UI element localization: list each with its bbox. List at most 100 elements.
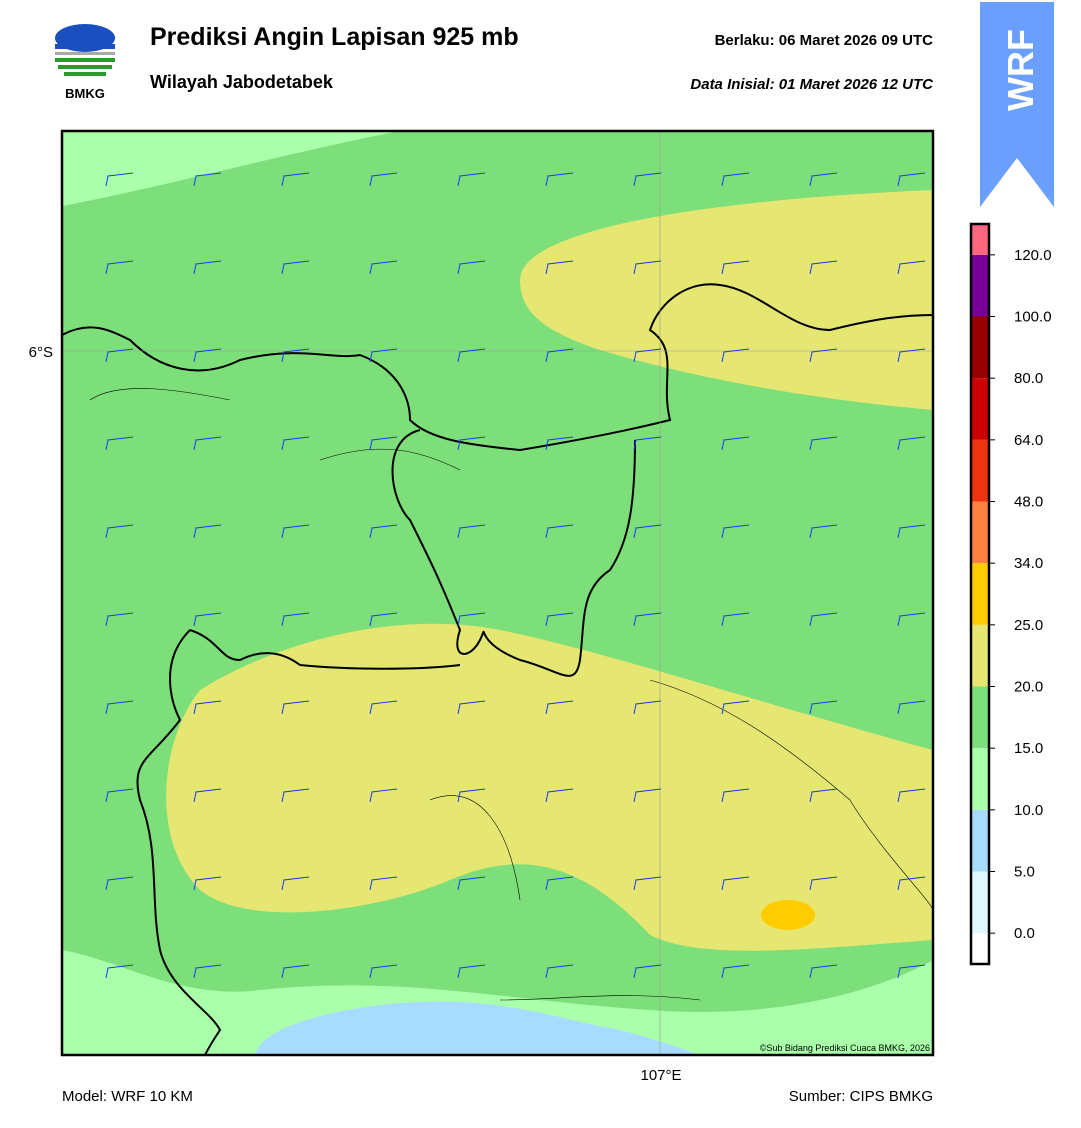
- colorbar-label: 20.0: [1014, 679, 1043, 696]
- wind-barb: [281, 348, 310, 363]
- wind-barb: [809, 700, 838, 715]
- model-label: Model: WRF 10 KM: [62, 1088, 193, 1105]
- wind-barb: [721, 788, 750, 803]
- wind-barb: [545, 524, 574, 539]
- wind-barb: [897, 964, 926, 979]
- wind-barb: [105, 700, 134, 715]
- colorbar-swatch: [971, 501, 989, 564]
- wind-barb: [369, 876, 398, 891]
- wind-barb: [545, 964, 574, 979]
- wind-barb: [897, 172, 926, 187]
- valid-time: Berlaku: 06 Maret 2026 09 UTC: [715, 32, 934, 49]
- wrf-text: WRF: [1000, 29, 1041, 111]
- wind-barb: [545, 436, 574, 451]
- wind-barb: [281, 612, 310, 627]
- wind-barb: [105, 172, 134, 187]
- wind-barb: [897, 788, 926, 803]
- wind-barb: [897, 260, 926, 275]
- wind-barb: [809, 876, 838, 891]
- wind-barb: [369, 788, 398, 803]
- wind-barb: [809, 172, 838, 187]
- wind-barb: [545, 172, 574, 187]
- wind-barb: [721, 172, 750, 187]
- wind-barb: [369, 964, 398, 979]
- wind-barb: [105, 348, 134, 363]
- colorbar-label: 0.0: [1014, 925, 1035, 942]
- wind-barb: [193, 172, 222, 187]
- wind-barb: [721, 260, 750, 275]
- wind-barb: [193, 964, 222, 979]
- wind-barb: [545, 788, 574, 803]
- wind-barb: [369, 348, 398, 363]
- colorbar-label: 5.0: [1014, 864, 1035, 881]
- wind-barb: [457, 700, 486, 715]
- colorbar-swatch: [971, 563, 989, 625]
- wind-barb: [105, 260, 134, 275]
- wind-barb: [369, 700, 398, 715]
- colorbar: 0.0 5.0 10.0 15.0 20.0 25.0 34.0 48.0 64.0 80.0 10…: [969, 222, 1052, 966]
- wind-barb: [193, 700, 222, 715]
- wind-barb: [193, 612, 222, 627]
- colorbar-label: 34.0: [1014, 555, 1043, 572]
- wind-barb: [369, 172, 398, 187]
- wind-barb: [193, 436, 222, 451]
- wind-barb: [105, 964, 134, 979]
- wind-barb: [545, 348, 574, 363]
- wind-barb: [281, 700, 310, 715]
- colorbar-label: 25.0: [1014, 617, 1043, 634]
- wind-barb: [281, 964, 310, 979]
- source-label: Sumber: CIPS BMKG: [789, 1088, 933, 1105]
- wind-barb: [281, 788, 310, 803]
- wind-barb: [897, 436, 926, 451]
- wind-barb: [809, 788, 838, 803]
- wind-barb: [105, 436, 134, 451]
- wind-barb: [809, 524, 838, 539]
- colorbar-swatch: [971, 871, 989, 934]
- wind-barb: [545, 260, 574, 275]
- wind-barb: [721, 612, 750, 627]
- init-time: Data Inisial: 01 Maret 2026 12 UTC: [690, 76, 934, 93]
- wrf-badge: [980, 2, 1054, 207]
- colorbar-label: 64.0: [1014, 432, 1043, 449]
- wind-barb: [633, 700, 662, 715]
- colorbar-label: 80.0: [1014, 370, 1043, 387]
- logo: BMKG: [55, 24, 115, 101]
- wind-barb: [897, 876, 926, 891]
- wind-barb: [457, 964, 486, 979]
- wind-barb: [633, 260, 662, 275]
- wind-barb: [897, 524, 926, 539]
- wind-barb: [369, 436, 398, 451]
- colorbar-swatch: [971, 439, 989, 502]
- wind-barb: [721, 524, 750, 539]
- wind-barb: [105, 876, 134, 891]
- wind-barb: [457, 260, 486, 275]
- wind-barb: [105, 524, 134, 539]
- wind-barb: [457, 348, 486, 363]
- wind-barb: [281, 436, 310, 451]
- colorbar-label: 10.0: [1014, 802, 1043, 819]
- wind-barb: [633, 348, 662, 363]
- wind-barb: [369, 612, 398, 627]
- wind-barb: [809, 436, 838, 451]
- wind-barb: [545, 700, 574, 715]
- wind-barb: [545, 876, 574, 891]
- wind-barb: [633, 172, 662, 187]
- wind-barb: [457, 172, 486, 187]
- wind-barb: [457, 612, 486, 627]
- wind-barb: [633, 876, 662, 891]
- wind-barb: [105, 788, 134, 803]
- wind-barb: [809, 612, 838, 627]
- wind-barb: [633, 788, 662, 803]
- wind-barb: [721, 348, 750, 363]
- colorbar-swatch: [971, 748, 989, 810]
- wind-barb: [633, 524, 662, 539]
- wind-barb: [105, 612, 134, 627]
- wind-barb: [281, 524, 310, 539]
- logo-text: BMKG: [65, 86, 105, 101]
- colorbar-label: 100.0: [1014, 309, 1052, 326]
- map: ©Sub Bidang Prediksi Cuaca BMKG, 2026: [62, 131, 933, 1055]
- wind-barb: [457, 436, 486, 451]
- wind-barb: [193, 348, 222, 363]
- wind-barb: [369, 524, 398, 539]
